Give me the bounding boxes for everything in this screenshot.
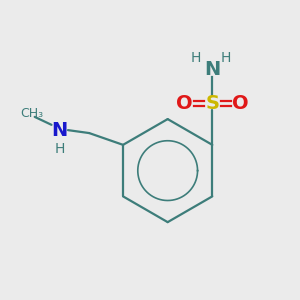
Text: N: N xyxy=(204,60,220,79)
Text: O: O xyxy=(232,94,249,113)
Text: H: H xyxy=(55,142,65,156)
Text: S: S xyxy=(205,94,219,113)
Text: N: N xyxy=(52,121,68,140)
Text: CH₃: CH₃ xyxy=(20,107,43,120)
Text: H: H xyxy=(220,51,231,65)
Text: H: H xyxy=(191,51,201,65)
Text: O: O xyxy=(176,94,193,113)
